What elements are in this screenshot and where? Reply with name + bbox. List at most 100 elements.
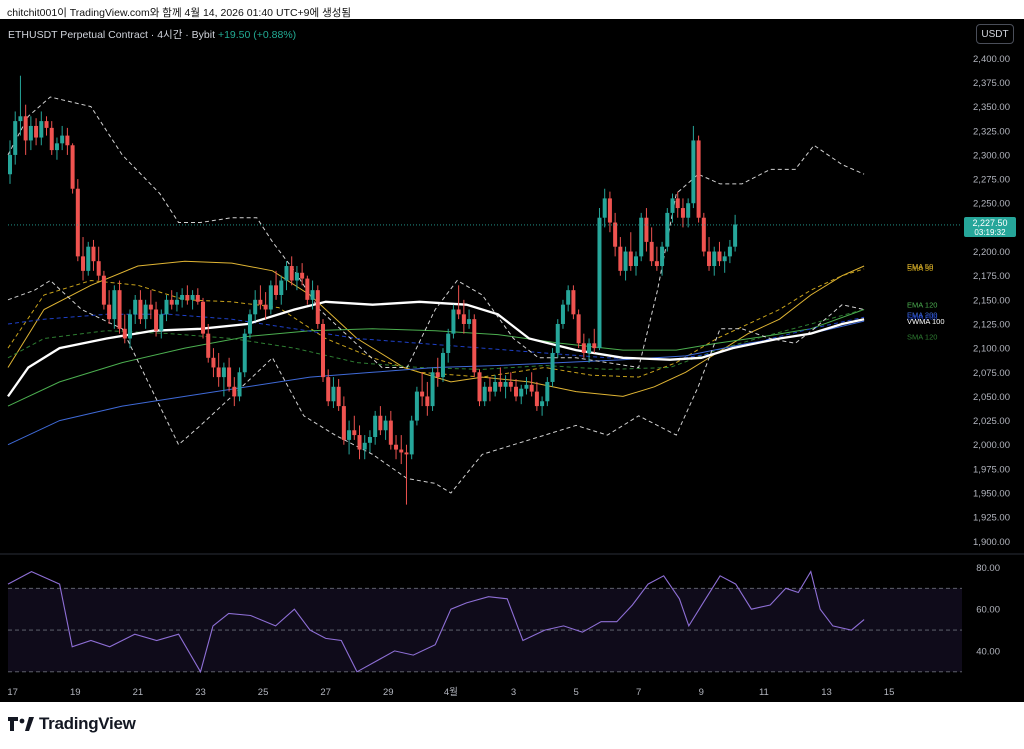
candle-body (148, 304, 153, 310)
candle-body (467, 319, 472, 324)
price-tick-label: 2,100.00 (973, 344, 1010, 355)
price-tick-label: 1,975.00 (973, 464, 1010, 475)
candle-body (440, 352, 445, 378)
candle-body (378, 415, 383, 431)
candle-body (524, 384, 529, 389)
candle-body (28, 125, 33, 141)
candle-body (174, 299, 179, 305)
sma-120-line (7, 309, 865, 370)
candle-body (357, 435, 362, 450)
candle-body (8, 154, 12, 175)
symbol-title: ETHUSDT Perpetual Contract · 4시간 · Bybit (8, 29, 216, 41)
price-tick-label: 2,275.00 (973, 175, 1010, 186)
time-tick-label: 17 (7, 687, 18, 698)
candle-body (529, 384, 534, 392)
price-tick-label: 2,125.00 (973, 319, 1010, 330)
candle-body (13, 121, 18, 155)
candle-body (675, 198, 680, 209)
candle-body (127, 314, 132, 339)
chart-frame[interactable]: 2,400.00 2,375.00 2,350.00 2,325.00 2,300.00… (0, 19, 1024, 702)
candle-body (211, 357, 216, 368)
candle-body (143, 304, 148, 320)
candle-body (461, 314, 466, 324)
candle-body (733, 224, 738, 247)
candle-body (237, 372, 242, 397)
candle-body (628, 251, 633, 267)
candle-body (86, 246, 91, 271)
price-tick-label: 1,925.00 (973, 513, 1010, 524)
price-tick-label: 2,000.00 (973, 440, 1010, 451)
price-tick-label: 1,950.00 (973, 489, 1010, 500)
vwma-100-line (7, 300, 865, 398)
candle-body (597, 217, 602, 349)
time-tick-label: 3 (511, 687, 516, 698)
candle-body (592, 343, 597, 349)
price-tick-label: 2,075.00 (973, 368, 1010, 379)
candle-body (420, 391, 425, 397)
candle-body (383, 420, 388, 431)
candle-body (112, 290, 117, 320)
candle-body (634, 256, 638, 267)
candle-body (169, 299, 174, 305)
candle-body (493, 381, 498, 392)
time-tick-label: 27 (320, 687, 331, 698)
price-tick-label: 2,300.00 (973, 150, 1010, 161)
price-tick-label: 2,050.00 (973, 392, 1010, 403)
price-tick-label: 2,200.00 (973, 247, 1010, 258)
time-tick-label: 25 (258, 687, 269, 698)
candle-body (639, 217, 644, 257)
currency-button[interactable]: USDT (976, 24, 1014, 44)
candle-body (712, 251, 717, 267)
last-price-label: 2,227.50 (972, 218, 1007, 228)
candle-body (201, 301, 206, 334)
candle-body (404, 452, 409, 455)
candle-body (435, 372, 440, 378)
candle-body (540, 401, 545, 407)
candle-body (221, 367, 226, 378)
price-tick-label: 2,325.00 (973, 126, 1010, 137)
candle-body (331, 386, 336, 402)
candle-body (503, 381, 508, 387)
candle-body (305, 278, 310, 300)
countdown-label: 03:19:32 (974, 228, 1006, 237)
candle-body (508, 381, 513, 387)
candle-body (665, 212, 670, 247)
price-tick-label: 2,350.00 (973, 102, 1010, 113)
candle-body (122, 328, 127, 339)
tradingview-logo-icon (8, 717, 34, 731)
candle-body (133, 299, 138, 315)
price-tick-label: 2,150.00 (973, 295, 1010, 306)
candle-body (352, 430, 357, 436)
candle-body (362, 442, 367, 450)
legend-label: VWMA 100 (907, 317, 945, 326)
candle-body (613, 222, 618, 247)
candle-body (388, 420, 393, 445)
time-tick-label: 21 (133, 687, 144, 698)
candle-body (550, 352, 555, 382)
candle-body (686, 203, 691, 218)
candle-body (607, 198, 612, 223)
candles (8, 75, 738, 505)
candle-body (425, 396, 430, 407)
footer-brand[interactable]: TradingView (8, 714, 136, 734)
candle-body (232, 386, 237, 397)
candle-body (315, 290, 320, 324)
time-axis: 17 19 21 23 25 27 29 4월 3 5 7 9 11 13 15 (7, 686, 894, 698)
time-tick-label: 4월 (444, 686, 458, 698)
candle-body (691, 140, 696, 204)
candle-body (409, 420, 414, 455)
ema-120-line (7, 309, 865, 407)
time-tick-label: 13 (821, 687, 832, 698)
chart-svg[interactable]: 2,400.00 2,375.00 2,350.00 2,325.00 2,300.00… (0, 19, 1024, 702)
time-tick-label: 23 (195, 687, 206, 698)
candle-body (623, 251, 628, 271)
candle-body (23, 116, 28, 141)
candle-body (701, 217, 706, 252)
candle-body (649, 241, 654, 262)
candle-body (451, 309, 456, 334)
candle-body (190, 295, 195, 300)
candle-body (696, 140, 701, 218)
rsi-pane-background (8, 587, 962, 673)
candle-body (242, 333, 247, 373)
